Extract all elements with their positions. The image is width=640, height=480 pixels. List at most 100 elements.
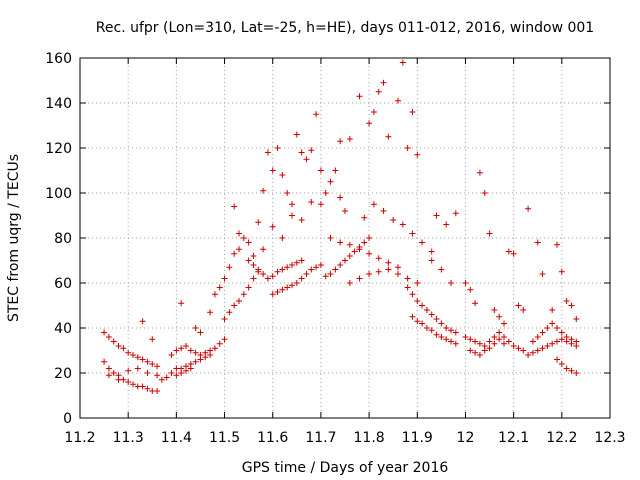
data-point <box>173 347 180 354</box>
data-point <box>428 257 435 264</box>
data-point <box>505 248 512 255</box>
data-point <box>467 347 474 354</box>
data-point <box>163 374 170 381</box>
data-point <box>317 201 324 208</box>
data-point <box>438 266 445 273</box>
data-point <box>236 246 242 253</box>
data-point <box>496 329 503 336</box>
data-point <box>178 370 185 376</box>
data-point <box>187 347 194 354</box>
y-tick-label: 80 <box>54 231 72 247</box>
data-point <box>158 376 165 383</box>
data-point <box>448 338 454 345</box>
x-tick-label: 11.4 <box>161 430 192 446</box>
data-point <box>554 325 560 331</box>
data-point <box>380 79 387 86</box>
data-point <box>260 271 267 277</box>
y-tick-label: 120 <box>45 141 72 157</box>
y-ticks: 0 20 40 60 80 100 120 140 160 <box>45 51 610 427</box>
data-point <box>298 257 305 264</box>
data-point <box>486 230 493 237</box>
data-point <box>168 352 175 358</box>
data-point <box>554 338 560 345</box>
data-point <box>250 262 257 268</box>
data-point <box>428 327 435 334</box>
data-point <box>515 345 522 352</box>
data-point <box>125 379 132 385</box>
data-point <box>289 262 295 268</box>
data-point <box>192 349 199 356</box>
data-point <box>284 284 291 291</box>
data-point <box>269 273 276 280</box>
data-point <box>226 264 233 271</box>
data-point <box>351 248 358 255</box>
data-point <box>515 302 522 309</box>
data-point <box>298 149 305 156</box>
data-point <box>462 280 469 286</box>
data-point <box>274 268 281 275</box>
data-point <box>534 334 541 340</box>
data-point <box>250 253 257 259</box>
data-point <box>414 298 421 304</box>
data-point <box>250 275 257 282</box>
data-point <box>414 318 421 325</box>
data-point <box>452 210 459 217</box>
data-point <box>183 343 189 349</box>
chart-title: Rec. ufpr (Lon=310, Lat=-25, h=HE), days… <box>96 20 594 36</box>
data-point <box>452 329 459 336</box>
data-point <box>207 309 214 316</box>
data-point <box>399 59 406 66</box>
data-point <box>289 201 295 208</box>
data-point <box>255 219 262 226</box>
data-point <box>120 345 127 352</box>
data-point <box>192 358 199 365</box>
data-point <box>563 334 570 340</box>
data-point <box>467 336 474 343</box>
data-point <box>279 172 286 178</box>
data-point <box>110 338 117 345</box>
data-point <box>289 212 295 219</box>
data-point <box>293 259 300 266</box>
data-point <box>505 338 512 345</box>
data-point <box>221 316 228 322</box>
data-point <box>438 334 445 340</box>
data-point <box>342 257 348 264</box>
data-point <box>395 97 401 104</box>
data-point <box>568 367 575 374</box>
data-point <box>496 313 503 320</box>
data-point <box>303 156 310 163</box>
data-point <box>472 300 479 307</box>
data-point <box>110 370 117 376</box>
data-point <box>216 340 223 347</box>
data-point <box>558 336 565 343</box>
data-point <box>337 138 344 145</box>
data-point <box>337 262 344 268</box>
data-point <box>409 291 416 298</box>
data-point <box>178 300 185 307</box>
data-point <box>139 356 146 363</box>
x-axis-label: GPS time / Days of year 2016 <box>242 460 449 476</box>
data-point <box>298 217 305 223</box>
data-point <box>476 340 483 347</box>
data-point <box>443 336 450 343</box>
data-point <box>375 88 382 95</box>
data-point <box>337 194 344 201</box>
data-point <box>481 190 488 196</box>
data-point <box>356 246 363 253</box>
data-point <box>491 307 498 313</box>
data-point <box>520 307 527 313</box>
data-point <box>438 320 445 327</box>
data-point <box>529 349 536 356</box>
data-point <box>486 338 493 345</box>
x-tick-label: 11.8 <box>354 430 385 446</box>
x-ticks: 11.2 11.3 11.4 11.5 11.6 11.7 11.8 11.9 12 12.1 12… <box>64 58 626 446</box>
data-point <box>308 266 315 273</box>
data-point <box>501 340 507 347</box>
data-point <box>558 268 565 275</box>
data-point <box>573 316 580 322</box>
data-point <box>395 271 401 277</box>
data-point <box>433 331 440 338</box>
y-axis-label: STEC from uqrg / TECUs <box>6 154 22 322</box>
y-tick-label: 60 <box>54 276 72 292</box>
